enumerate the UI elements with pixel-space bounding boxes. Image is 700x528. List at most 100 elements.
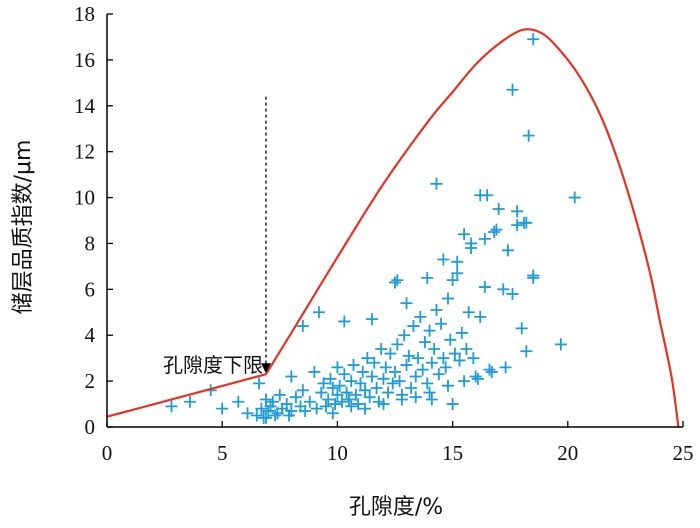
scatter-point <box>522 129 535 142</box>
scatter-point <box>520 345 533 358</box>
scatter-point <box>259 393 272 406</box>
scatter-point <box>375 342 388 355</box>
scatter-point <box>400 297 413 310</box>
scatter-point <box>483 363 496 376</box>
y-tick-label: 14 <box>74 94 96 118</box>
scatter-point <box>506 287 519 300</box>
scatter-point <box>409 391 422 404</box>
scatter-point <box>423 386 436 399</box>
scatter-point <box>345 400 358 413</box>
scatter-point <box>253 377 266 390</box>
scatter-point <box>269 409 282 422</box>
annotation-label: 孔隙度下限 <box>163 353 263 377</box>
scatter-point <box>363 391 376 404</box>
y-tick-label: 2 <box>85 369 96 393</box>
scatter-point <box>444 333 457 346</box>
scatter-point <box>296 384 309 397</box>
scatter-point <box>241 407 254 420</box>
scatter-point <box>365 370 378 383</box>
scatter-point <box>425 356 438 369</box>
scatter-point <box>299 404 312 417</box>
scatter-point <box>289 391 302 404</box>
scatter-point <box>386 377 399 390</box>
scatter-point <box>402 349 415 362</box>
scatter-point <box>368 356 381 369</box>
scatter-point <box>465 237 478 250</box>
scatter-point <box>458 228 471 241</box>
scatter-point <box>499 361 512 374</box>
scatter-point <box>439 361 452 374</box>
scatter-point <box>232 395 245 408</box>
scatter-point <box>285 370 298 383</box>
scatter-point <box>467 352 480 365</box>
scatter-point <box>379 361 392 374</box>
scatter-point <box>255 402 268 415</box>
scatter-point <box>361 352 374 365</box>
scatter-point <box>428 342 441 355</box>
y-tick-label: 4 <box>85 323 96 347</box>
scatter-point <box>336 395 349 408</box>
scatter-point <box>451 255 464 268</box>
scatter-point <box>354 377 367 390</box>
scatter-point <box>310 402 323 415</box>
x-tick-label: 15 <box>442 441 463 465</box>
x-tick-label: 5 <box>217 441 228 465</box>
scatter-point <box>412 352 425 365</box>
scatter-point <box>324 372 337 385</box>
scatter-point <box>527 271 540 284</box>
x-tick-label: 0 <box>102 441 113 465</box>
scatter-point <box>430 303 443 316</box>
scatter-point <box>448 347 461 360</box>
scatter-point <box>183 395 196 408</box>
scatter-point <box>554 338 567 351</box>
scatter-point <box>492 203 505 216</box>
scatter-point <box>349 388 362 401</box>
scatter-point <box>319 400 332 413</box>
y-tick-label: 6 <box>85 277 96 301</box>
scatter-point <box>527 33 540 46</box>
scatter-point <box>370 381 383 394</box>
scatter-point <box>340 386 353 399</box>
scatter-point <box>425 393 438 406</box>
scatter-point <box>317 377 330 390</box>
scatter-point <box>441 379 454 392</box>
scatter-point <box>342 393 355 406</box>
scatter-point <box>518 216 531 229</box>
points-layer <box>165 33 581 424</box>
scatter-point <box>471 372 484 385</box>
scatter-point <box>515 322 528 335</box>
scatter-point <box>490 223 503 236</box>
scatter-point <box>481 189 494 202</box>
y-tick-label: 12 <box>74 140 95 164</box>
scatter-point <box>365 313 378 326</box>
scatter-point <box>474 310 487 323</box>
x-tick-label: 25 <box>673 441 694 465</box>
envelope-curve <box>106 28 680 428</box>
scatter-point <box>312 306 325 319</box>
scatter-point <box>391 274 404 287</box>
scatter-point <box>455 326 468 339</box>
scatter-point <box>333 379 346 392</box>
annotation: 孔隙度下限 <box>163 96 271 377</box>
scatter-point <box>377 398 390 411</box>
scatter-point <box>395 393 408 406</box>
scatter-point <box>421 377 434 390</box>
scatter-point <box>308 365 321 378</box>
scatter-point <box>359 384 372 397</box>
x-axis-title: 孔隙度/% <box>349 495 443 520</box>
scatter-point <box>469 370 482 383</box>
scatter-point <box>446 274 459 287</box>
y-tick-label: 18 <box>74 2 95 26</box>
plot-area <box>106 28 680 428</box>
scatter-point <box>393 375 406 388</box>
scatter-point <box>497 283 510 296</box>
scatter-point <box>485 365 498 378</box>
scatter-point <box>296 320 309 333</box>
scatter-point <box>322 393 335 406</box>
scatter-point <box>437 352 450 365</box>
scatter-point <box>250 409 263 422</box>
scatter-point <box>326 381 339 394</box>
scatter-point <box>511 205 524 218</box>
scatter-point <box>389 365 401 378</box>
scatter-point <box>398 329 411 342</box>
